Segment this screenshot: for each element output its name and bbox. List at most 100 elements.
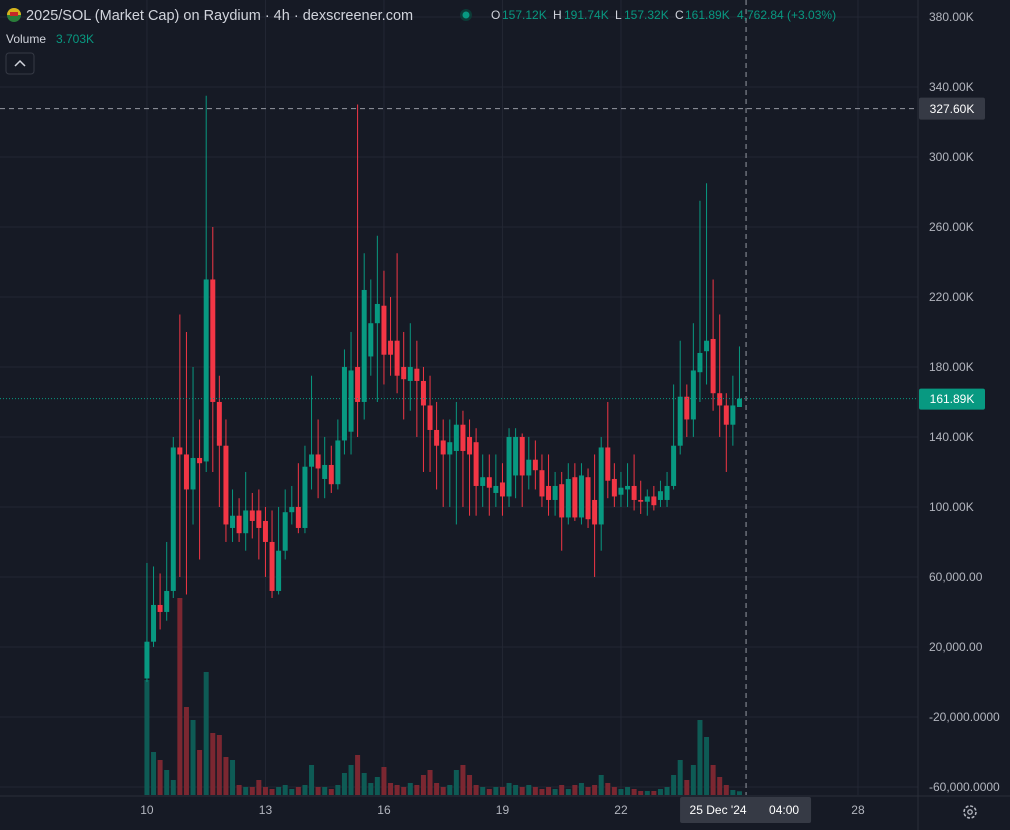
volume-bar [592, 785, 598, 795]
crosshair-price-label: 327.60K [930, 102, 975, 116]
volume-bar [295, 787, 301, 795]
candle-body [164, 590, 170, 612]
candle-body [704, 340, 710, 352]
candle-body [710, 338, 716, 394]
candle-body [592, 499, 598, 525]
volume-bar [526, 785, 532, 795]
candle-body [420, 380, 426, 406]
candle-body [651, 496, 657, 506]
volume-bar [611, 787, 617, 795]
volume-label: Volume [6, 32, 46, 46]
volume-bar [381, 767, 387, 795]
candle-body [565, 478, 571, 518]
candle-body [335, 440, 341, 485]
candle-body [197, 457, 203, 464]
y-tick-label: 60,000.00 [929, 570, 983, 584]
volume-bar [374, 777, 380, 795]
volume-bar [203, 672, 209, 795]
candle-body [736, 398, 742, 408]
candle-body [157, 604, 163, 612]
candle-body [605, 447, 611, 481]
y-tick-label: 220.00K [929, 290, 974, 304]
y-tick-label: 300.00K [929, 150, 974, 164]
y-tick-label: 340.00K [929, 80, 974, 94]
legend-value: 191.74K [564, 8, 609, 22]
candle-body [578, 475, 584, 518]
volume-bar [598, 775, 604, 795]
volume-bar [190, 720, 196, 795]
candle-body [309, 454, 315, 467]
candle-body [295, 506, 301, 528]
volume-bar [447, 785, 453, 795]
candle-body [480, 477, 486, 486]
candle-body [572, 477, 578, 518]
volume-bar [328, 789, 334, 795]
volume-bar [565, 789, 571, 795]
y-tick-label: -60,000.0000 [929, 780, 1000, 794]
volume-bar [170, 780, 176, 795]
volume-bar [315, 787, 321, 795]
settings-button[interactable] [963, 805, 977, 819]
candle-body [262, 520, 268, 542]
candle-body [717, 393, 723, 406]
volume-bar [467, 775, 473, 795]
volume-bar [736, 791, 742, 795]
volume-bar [289, 789, 295, 795]
candle-body [486, 477, 492, 488]
volume-bar [223, 757, 229, 795]
candle-body [730, 405, 736, 425]
volume-bar [453, 770, 459, 795]
volume-bar [730, 790, 736, 795]
candle-body [552, 485, 558, 500]
volume-bar [243, 787, 249, 795]
volume-bar [460, 765, 466, 795]
crosshair-time-label: 04:00 [769, 803, 799, 817]
candle-body [151, 604, 157, 642]
volume-bar [256, 780, 262, 795]
volume-bar [157, 760, 163, 795]
candle-body [236, 515, 242, 534]
candle-body [414, 368, 420, 381]
candle-body [513, 436, 519, 476]
candle-body [144, 641, 150, 679]
x-tick-label: 19 [496, 803, 510, 817]
candle-body [368, 323, 374, 357]
volume-bar [420, 775, 426, 795]
volume-bar [513, 785, 519, 795]
gear-center [967, 809, 973, 815]
gear-icon [963, 805, 977, 819]
volume-bar [532, 787, 538, 795]
volume-bar [546, 787, 552, 795]
volume-bar [473, 785, 479, 795]
volume-bar [216, 735, 222, 795]
legend-key: H [553, 8, 562, 22]
volume-bar [262, 787, 268, 795]
candle-body [440, 440, 446, 455]
candle-body [256, 510, 262, 528]
candle-body [177, 447, 183, 455]
volume-bar [704, 737, 710, 795]
candle-body [434, 429, 440, 446]
volume-bar [697, 720, 703, 795]
volume-bar [427, 770, 433, 795]
last-price-badge [919, 388, 985, 410]
candle-body [282, 512, 288, 551]
volume-bar [506, 783, 512, 795]
candle-body [388, 340, 394, 355]
volume-bar [236, 785, 242, 795]
candle-body [618, 487, 624, 495]
candle-body [671, 445, 677, 486]
volume-bar [322, 787, 328, 795]
x-tick-label: 22 [614, 803, 628, 817]
collapse-button[interactable] [5, 52, 35, 75]
change: 4,762.84 (+3.03%) [737, 8, 836, 22]
candle-body [348, 370, 354, 432]
volume-bar [355, 755, 361, 795]
candle-body [473, 442, 479, 486]
volume-bar [671, 775, 677, 795]
volume-bar [309, 765, 315, 795]
volume-bar [276, 787, 282, 795]
chart-title: 2025/SOL (Market Cap) on Raydium · 4h · … [26, 8, 413, 24]
